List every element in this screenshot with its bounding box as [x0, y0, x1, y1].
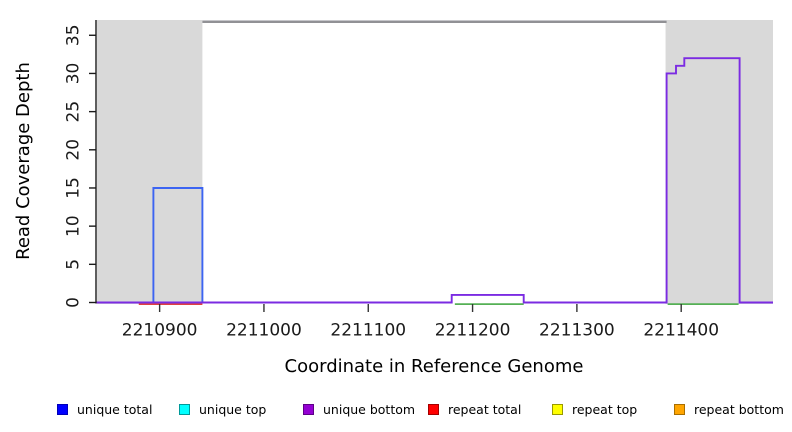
legend-item-unique-bottom: unique bottom — [303, 399, 415, 419]
y-tick-label: 30 — [64, 63, 84, 85]
legend-swatch-icon — [303, 403, 314, 415]
x-tick-label: 2210900 — [122, 321, 198, 341]
series-unique-total — [152, 187, 204, 303]
legend-swatch-icon — [428, 403, 439, 415]
y-axis-title: Read Coverage Depth — [13, 62, 34, 260]
y-tick-label: 25 — [64, 101, 84, 123]
legend-swatch-icon — [179, 403, 190, 415]
legend-item-unique-total: unique total — [57, 399, 152, 419]
x-tick-label: 2211000 — [226, 321, 302, 341]
legend-label: unique top — [199, 401, 267, 417]
clipped-top-line — [202, 20, 667, 23]
legend-label: repeat top — [572, 401, 638, 417]
repeat-region — [665, 20, 773, 304]
repeat-region — [97, 20, 203, 304]
legend-item-unique-top: unique top — [179, 399, 266, 419]
legend-item-repeat-top: repeat top — [552, 399, 637, 419]
y-tick-label: 15 — [64, 177, 84, 199]
x-axis: 2210900 2211000 2211100 2211200 2211300 22114… — [122, 304, 719, 341]
legend: unique total unique top unique bottom repea… — [0, 399, 792, 425]
legend-swatch-icon — [674, 403, 685, 415]
y-tick-label: 20 — [64, 139, 84, 161]
y-axis: 0 5 10 15 20 25 30 35 — [64, 20, 97, 308]
x-tick-label: 2211100 — [330, 321, 406, 341]
legend-swatch-icon — [57, 403, 68, 415]
legend-item-repeat-bottom: repeat bottom — [674, 399, 784, 419]
legend-label: repeat bottom — [694, 401, 784, 417]
legend-label: unique bottom — [323, 401, 416, 417]
y-tick-label: 35 — [64, 24, 84, 46]
legend-label: repeat total — [448, 401, 522, 417]
coverage-series — [96, 57, 773, 304]
y-tick-label: 5 — [64, 259, 84, 270]
legend-label: unique total — [77, 401, 153, 417]
legend-item-repeat-total: repeat total — [428, 399, 521, 419]
y-tick-label: 10 — [64, 215, 84, 237]
repeat-region-shading — [97, 20, 773, 304]
x-tick-label: 2211400 — [643, 321, 719, 341]
x-tick-label: 2211300 — [539, 321, 615, 341]
y-tick-label: 0 — [64, 297, 84, 308]
series-unique-bottom — [96, 57, 773, 304]
x-axis-title: Coordinate in Reference Genome — [285, 356, 584, 377]
legend-swatch-icon — [552, 403, 563, 415]
x-tick-label: 2211200 — [435, 321, 511, 341]
